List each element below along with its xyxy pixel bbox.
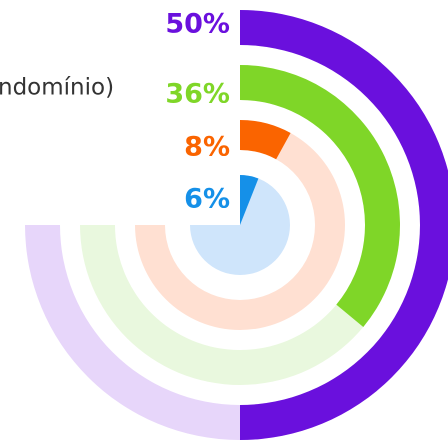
value-label: 36%	[165, 79, 230, 110]
radial-bar	[240, 10, 448, 440]
radial-bar	[240, 120, 291, 160]
value-label: 6%	[184, 184, 230, 215]
radial-bar	[240, 65, 400, 327]
value-label: 8%	[184, 132, 230, 163]
value-label: 50%	[165, 9, 230, 40]
category-label-fragment: ndomínio)	[0, 75, 114, 101]
radial-bar	[240, 175, 259, 225]
